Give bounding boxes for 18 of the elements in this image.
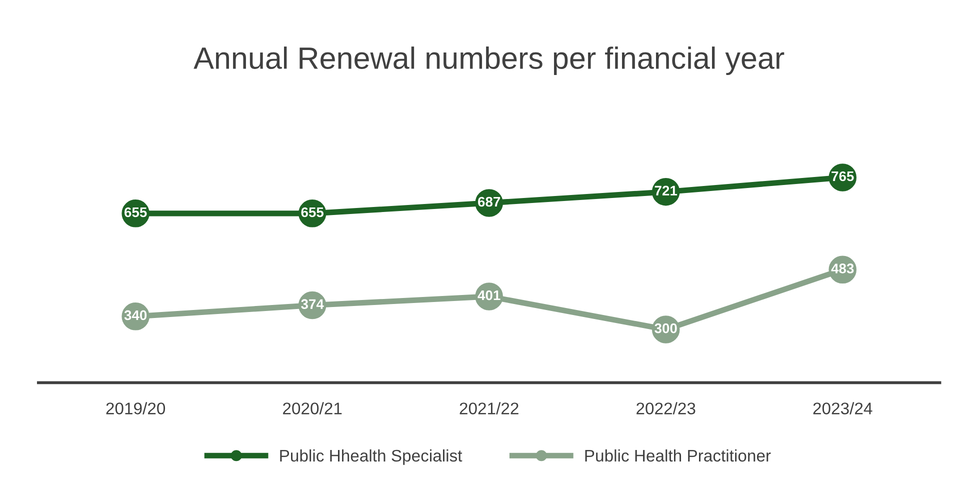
data-label: 374 [301, 299, 324, 310]
x-tick-label: 2022/23 [636, 402, 696, 414]
data-label: 721 [654, 186, 678, 196]
data-label: 765 [832, 171, 854, 182]
data-label: 401 [478, 290, 500, 300]
data-label: 483 [831, 264, 854, 274]
legend-label: Public Health Practitioner [585, 449, 771, 462]
x-tick-label: 2019/20 [106, 402, 166, 414]
chart-title: Annual Renewal numbers per financial year [194, 46, 784, 76]
data-label: 655 [124, 207, 147, 218]
data-label: 687 [478, 196, 500, 207]
data-label: 655 [301, 207, 324, 218]
data-label: 340 [124, 310, 147, 320]
x-tick-label: 2021/22 [460, 402, 518, 414]
data-label: 300 [654, 323, 677, 334]
x-tick-label: 2023/24 [813, 402, 872, 414]
legend-label: Public Hhealth Specialist [280, 449, 462, 465]
x-tick-label: 2020/21 [283, 402, 342, 414]
